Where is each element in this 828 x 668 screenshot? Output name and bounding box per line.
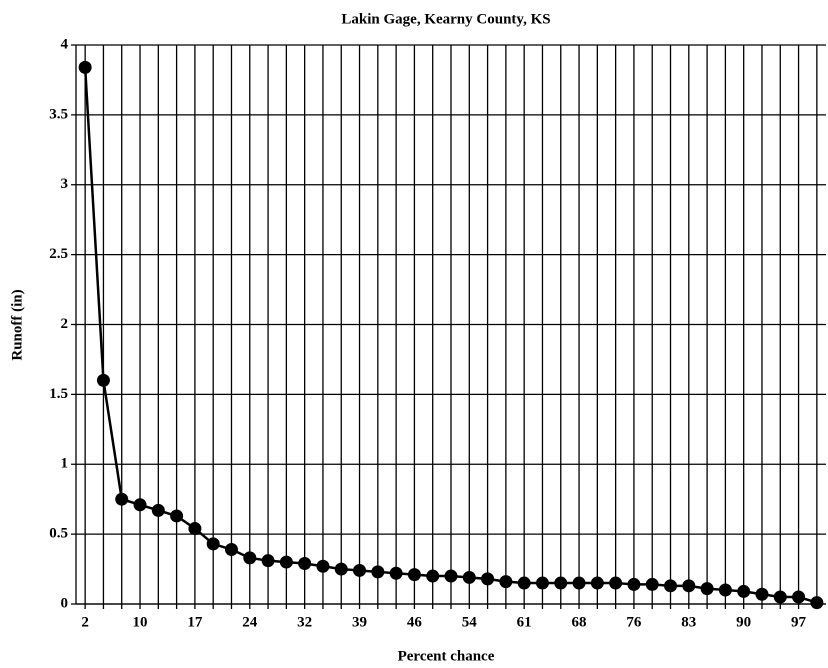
- y-tick-label: 1.5: [49, 386, 68, 402]
- data-point: [737, 584, 751, 598]
- data-point: [664, 579, 678, 593]
- data-point: [444, 569, 458, 583]
- x-tick-label: 61: [517, 614, 532, 630]
- data-point: [755, 587, 769, 601]
- x-tick-label: 24: [242, 614, 258, 630]
- data-point: [224, 542, 238, 556]
- data-point: [389, 566, 403, 580]
- data-point: [243, 551, 257, 565]
- x-tick-label: 90: [736, 614, 751, 630]
- x-tick-label: 2: [81, 614, 89, 630]
- data-point: [316, 559, 330, 573]
- data-point: [407, 568, 421, 582]
- data-point: [810, 596, 824, 610]
- data-point: [499, 575, 513, 589]
- x-tick-label: 39: [352, 614, 367, 630]
- chart-title: Lakin Gage, Kearny County, KS: [341, 11, 550, 27]
- data-point: [151, 503, 165, 517]
- x-tick-label: 32: [297, 614, 312, 630]
- data-point: [792, 590, 806, 604]
- x-tick-label: 97: [791, 614, 807, 630]
- x-tick-label: 10: [133, 614, 148, 630]
- data-point: [170, 509, 184, 523]
- data-point: [718, 583, 732, 597]
- y-tick-label: 3: [61, 176, 69, 192]
- data-point: [572, 576, 586, 590]
- data-point: [627, 577, 641, 591]
- data-point: [353, 563, 367, 577]
- x-tick-label: 83: [681, 614, 696, 630]
- y-axis-title: Runoff (in): [9, 289, 25, 360]
- data-point: [426, 569, 440, 583]
- x-tick-label: 17: [187, 614, 203, 630]
- data-point: [462, 570, 476, 584]
- data-point: [371, 565, 385, 579]
- data-point: [115, 492, 129, 506]
- x-tick-label: 46: [407, 614, 423, 630]
- data-point: [682, 579, 696, 593]
- y-tick-label: 0.5: [49, 526, 68, 542]
- y-tick-label: 4: [61, 36, 69, 52]
- x-tick-label: 76: [626, 614, 642, 630]
- data-point: [645, 577, 659, 591]
- data-point: [554, 576, 568, 590]
- y-tick-label: 0: [61, 595, 69, 611]
- x-axis-title: Percent chance: [398, 648, 495, 664]
- data-point: [78, 60, 92, 74]
- x-tick-label: 54: [462, 614, 478, 630]
- data-point: [298, 556, 312, 570]
- data-point: [334, 562, 348, 576]
- data-point: [700, 582, 714, 596]
- y-tick-label: 3.5: [49, 106, 68, 122]
- y-tick-label: 2.5: [49, 246, 68, 262]
- data-point: [133, 498, 147, 512]
- data-point: [517, 576, 531, 590]
- y-tick-label: 1: [61, 456, 69, 472]
- y-tick-label: 2: [61, 316, 69, 332]
- data-point: [96, 373, 110, 387]
- data-point: [609, 576, 623, 590]
- data-point: [188, 522, 202, 536]
- x-tick-label: 68: [572, 614, 587, 630]
- data-point: [261, 554, 275, 568]
- data-point: [481, 572, 495, 586]
- data-point: [773, 590, 787, 604]
- data-point: [206, 537, 220, 551]
- data-point: [279, 555, 293, 569]
- data-point: [590, 576, 604, 590]
- data-point: [535, 576, 549, 590]
